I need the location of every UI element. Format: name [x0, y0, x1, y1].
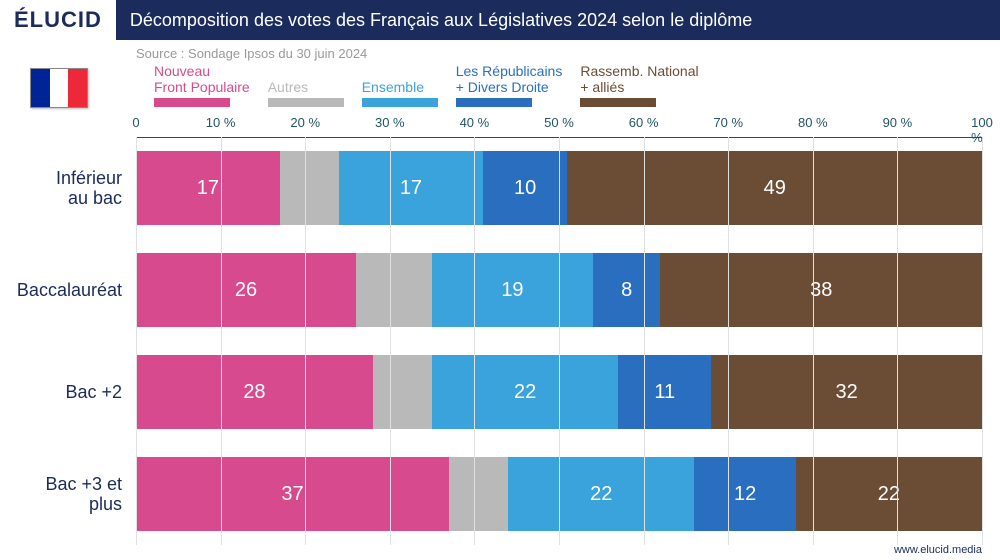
legend-swatch: [268, 98, 344, 107]
bar-segment: 12: [694, 457, 796, 530]
x-tick-label: 30 %: [375, 115, 405, 130]
bar-segment: 28: [136, 355, 373, 428]
legend-label: Nouveau: [154, 63, 210, 79]
legend: NouveauFront Populaire Autres Ensemble Les …: [154, 63, 982, 107]
x-tick-label: 0: [132, 115, 139, 130]
x-tick-label: 90 %: [883, 115, 913, 130]
bar-segment: 19: [432, 253, 593, 326]
legend-label: + alliés: [580, 79, 624, 95]
plot-area: 1717104926198382822113237221222: [136, 137, 982, 545]
gridline: [728, 137, 729, 545]
bar-segment: 22: [796, 457, 982, 530]
chart-title: Décomposition des votes des Français aux…: [116, 0, 1000, 40]
y-axis-labels: Inférieurau bacBaccalauréatBac +2Bac +3 …: [18, 137, 136, 545]
gridline: [982, 137, 983, 545]
legend-item: Autres: [268, 79, 344, 107]
bar-segment: 37: [136, 457, 449, 530]
bar-segment: 10: [483, 151, 568, 224]
legend-label: Ensemble: [362, 79, 424, 95]
x-tick-label: 10 %: [206, 115, 236, 130]
france-flag-icon: [30, 68, 88, 108]
x-tick-label: 70 %: [713, 115, 743, 130]
gridline: [474, 137, 475, 545]
gridline: [813, 137, 814, 545]
category-label: Bac +2: [18, 341, 136, 443]
legend-label: Autres: [268, 79, 308, 95]
legend-swatch: [362, 98, 438, 107]
bar-segment: 11: [618, 355, 711, 428]
bar-segment: [280, 151, 339, 224]
x-axis: 010 %20 %30 %40 %50 %60 %70 %80 %90 %100…: [136, 115, 982, 137]
gridline: [559, 137, 560, 545]
x-tick-label: 60 %: [629, 115, 659, 130]
bar-segment: 22: [508, 457, 694, 530]
bar-segment: [356, 253, 432, 326]
bar-segment: 17: [136, 151, 280, 224]
gridline: [221, 137, 222, 545]
legend-label: Front Populaire: [154, 79, 250, 95]
legend-swatch: [580, 98, 656, 107]
bar-segment: 38: [660, 253, 981, 326]
legend-swatch: [456, 98, 532, 107]
x-tick-label: 80 %: [798, 115, 828, 130]
legend-swatch: [154, 98, 230, 107]
bar-segment: 26: [136, 253, 356, 326]
x-tick-label: 20 %: [290, 115, 320, 130]
legend-label: Rassemb. National: [580, 63, 698, 79]
gridline: [305, 137, 306, 545]
bar-segment: 32: [711, 355, 982, 428]
x-tick-label: 50 %: [544, 115, 574, 130]
x-tick-label: 40 %: [460, 115, 490, 130]
gridline: [136, 137, 137, 545]
gridline: [644, 137, 645, 545]
source-label: Source : Sondage Ipsos du 30 juin 2024: [136, 46, 982, 61]
bar-segment: 17: [339, 151, 483, 224]
legend-label: + Divers Droite: [456, 79, 549, 95]
bar-segment: [449, 457, 508, 530]
legend-item: NouveauFront Populaire: [154, 63, 250, 107]
footer-url: www.elucid.media: [894, 544, 982, 556]
bar-segment: 22: [432, 355, 618, 428]
top-area: Source : Sondage Ipsos du 30 juin 2024 N…: [0, 40, 1000, 107]
logo: ÉLUCID: [0, 0, 116, 40]
chart: 010 %20 %30 %40 %50 %60 %70 %80 %90 %100…: [18, 115, 982, 545]
gridline: [390, 137, 391, 545]
category-label: Bac +3 etplus: [18, 443, 136, 545]
category-label: Inférieurau bac: [18, 137, 136, 239]
gridline: [897, 137, 898, 545]
bar-segment: [373, 355, 432, 428]
header: ÉLUCID Décomposition des votes des Franç…: [0, 0, 1000, 40]
category-label: Baccalauréat: [18, 239, 136, 341]
legend-item: Ensemble: [362, 79, 438, 107]
bar-segment: 8: [593, 253, 661, 326]
legend-item: Les Républicains+ Divers Droite: [456, 63, 563, 107]
bar-segment: 49: [567, 151, 982, 224]
legend-label: Les Républicains: [456, 63, 563, 79]
legend-item: Rassemb. National+ alliés: [580, 63, 698, 107]
